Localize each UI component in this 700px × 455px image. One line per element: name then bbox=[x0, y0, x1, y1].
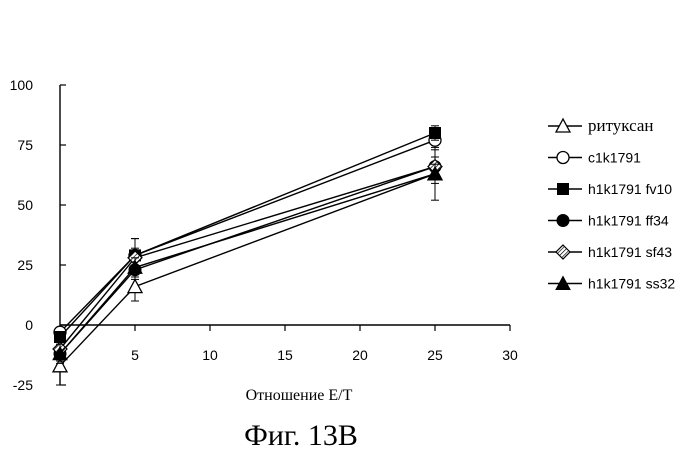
x-tick-label: 5 bbox=[131, 347, 139, 363]
x-tick-label: 30 bbox=[502, 347, 518, 363]
y-tick-label: 100 bbox=[10, 77, 34, 93]
y-tick-label: 0 bbox=[25, 317, 33, 333]
x-axis-label: Отношение E/T bbox=[246, 387, 353, 404]
legend-label: c1k1791 bbox=[588, 150, 641, 166]
series-5 bbox=[53, 164, 442, 363]
y-tick-label: 50 bbox=[17, 197, 33, 213]
y-tick-label: 25 bbox=[17, 257, 33, 273]
data-point bbox=[429, 127, 441, 139]
y-tick-label: 75 bbox=[17, 137, 33, 153]
series-line bbox=[60, 174, 435, 354]
series-4 bbox=[53, 157, 442, 356]
x-tick-label: 25 bbox=[427, 347, 443, 363]
series-line bbox=[60, 174, 435, 366]
data-point bbox=[128, 280, 142, 293]
x-tick-label: 15 bbox=[277, 347, 293, 363]
series-line bbox=[60, 140, 435, 332]
legend-marker bbox=[556, 245, 570, 259]
x-tick-label: 10 bbox=[202, 347, 218, 363]
legend-entry-3: h1k1791 ff34 bbox=[548, 213, 669, 229]
legend-label: h1k1791 ss32 bbox=[588, 276, 675, 292]
series-0 bbox=[53, 147, 442, 385]
legend-entry-5: h1k1791 ss32 bbox=[548, 276, 675, 292]
legend-label: h1k1791 ff34 bbox=[588, 213, 669, 229]
series-line bbox=[60, 167, 435, 349]
legend-marker bbox=[557, 152, 569, 164]
legend: ритуксан c1k1791 h1k1791 fv10 h1k1791 ff34 h… bbox=[548, 116, 675, 292]
legend-label: ритуксан bbox=[588, 116, 654, 135]
x-tick-label: 20 bbox=[352, 347, 368, 363]
legend-entry-0: ритуксан bbox=[548, 116, 654, 135]
figure-caption: Фиг. 13B bbox=[244, 419, 358, 452]
y-tick-label: -25 bbox=[13, 377, 33, 393]
legend-label: h1k1791 sf43 bbox=[588, 244, 672, 260]
legend-marker bbox=[557, 215, 569, 227]
legend-entry-2: h1k1791 fv10 bbox=[548, 181, 672, 197]
series-3 bbox=[54, 157, 441, 361]
series-layer bbox=[53, 126, 442, 385]
legend-marker bbox=[557, 183, 569, 195]
axes: -25 0 25 50 75 100 5 10 15 20 25 30 bbox=[10, 77, 518, 393]
legend-label: h1k1791 fv10 bbox=[588, 181, 672, 197]
legend-entry-4: h1k1791 sf43 bbox=[548, 244, 672, 260]
legend-entry-1: c1k1791 bbox=[548, 150, 641, 166]
series-1 bbox=[54, 131, 441, 339]
